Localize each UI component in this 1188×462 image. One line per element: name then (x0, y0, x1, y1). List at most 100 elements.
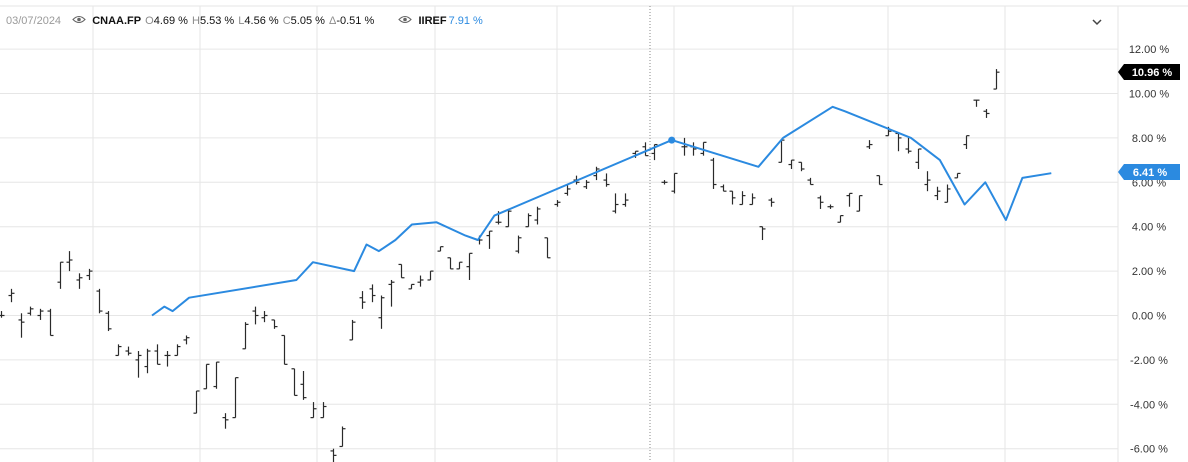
ohlc-bar (515, 235, 522, 254)
ohlc-bar (300, 371, 307, 400)
ohlc-bar (417, 275, 424, 287)
ohlc-bar (827, 204, 834, 209)
legend-open-value: 4.69 % (153, 15, 188, 28)
ohlc-bar (261, 311, 268, 323)
ohlc-bar (895, 132, 902, 152)
ohlc-bar (115, 344, 122, 357)
ohlc-bar (534, 206, 541, 225)
ohlc-bar (456, 261, 463, 270)
ohlc-bar (612, 193, 619, 214)
ohlc-bar (690, 142, 697, 156)
ohlc-bar (642, 142, 649, 157)
ohlc-bar (437, 246, 444, 252)
ohlc-bar (846, 192, 853, 207)
legend-main-symbol[interactable]: CNAA.FP (92, 15, 142, 28)
legend-compare-symbol[interactable]: IIREF (418, 15, 447, 28)
ohlc-bar (554, 200, 561, 207)
legend-open-key: O (145, 15, 154, 28)
ohlc-bar (817, 195, 824, 209)
ohlc-bar (866, 140, 873, 149)
y-tick-label: 2.00 % (1132, 266, 1166, 278)
ohlc-bar (213, 361, 220, 389)
ohlc-bar (720, 184, 727, 192)
ohlc-bar (671, 172, 678, 194)
ohlc-bar (486, 230, 493, 249)
ohlc-bar (398, 263, 405, 279)
ohlc-bar (427, 270, 434, 281)
ohlc-bar (924, 171, 931, 192)
legend-close-key: C (282, 15, 291, 28)
ohlc-bar (973, 99, 980, 107)
ohlc-bar (788, 159, 795, 169)
ohlc-bar (661, 180, 668, 185)
y-tick-label: 6.00 % (1132, 177, 1166, 189)
ohlc-bar (310, 402, 317, 419)
ohlc-bar (222, 413, 229, 429)
y-tick-label: 12.00 % (1129, 44, 1170, 56)
ohlc-bar (18, 313, 25, 338)
ohlc-bar (8, 288, 15, 303)
ohlc-bar (203, 363, 210, 390)
y-tick-label: -4.00 % (1130, 399, 1168, 411)
ohlc-bar (544, 237, 551, 259)
ohlc-bar (76, 273, 83, 289)
ohlc-bar (183, 335, 190, 345)
legend-low-key: L (238, 15, 245, 28)
crosshair-point (668, 136, 676, 144)
ohlc-bar (193, 390, 200, 414)
compare-series (151, 105, 1052, 317)
ohlc-bar (807, 177, 814, 186)
ohlc-bar (993, 69, 1000, 90)
ohlc-bar (564, 184, 571, 196)
legend-delta-value: -0.51 % (336, 15, 375, 28)
compare-line (151, 105, 1052, 317)
eye-icon[interactable] (398, 15, 413, 27)
legend-close-value: 5.05 % (290, 15, 325, 28)
ohlc-bar (0, 311, 5, 318)
ohlc-bar (174, 344, 181, 357)
ohlc-bar (164, 351, 171, 367)
ohlc-bar (86, 268, 93, 280)
ohlc-bar (135, 351, 142, 378)
ohlc-bar (934, 186, 941, 201)
ohlc-bar (47, 308, 54, 337)
ohlc-bar (66, 251, 73, 272)
ohlc-bar (339, 426, 346, 448)
ohlc-bar (144, 348, 151, 374)
ohlc-series (0, 69, 1000, 462)
ohlc-bar (710, 157, 717, 189)
ohlc-bar (57, 261, 64, 289)
ohlc-bar (915, 148, 922, 169)
ohlc-bar (768, 197, 775, 207)
y-tick-label: 10.00 % (1129, 89, 1170, 101)
ohlc-bar (320, 402, 327, 419)
eye-icon[interactable] (72, 15, 86, 27)
ohlc-bar (954, 172, 961, 179)
ohlc-bar (983, 109, 990, 118)
y-axis: 12.00 % 10.00 % 8.00 % 6.00 % 4.00 % 2.00 % 0.… (1129, 44, 1170, 456)
grid (0, 5, 1188, 462)
y-tick-label: 8.00 % (1132, 133, 1166, 145)
ohlc-bar (505, 208, 512, 228)
ohlc-bar (759, 226, 766, 241)
ohlc-bar (856, 195, 863, 212)
ohlc-bar (349, 319, 356, 341)
ohlc-bar (798, 161, 805, 172)
ohlc-bar (252, 306, 259, 325)
y-tick-label: 0.00 % (1132, 311, 1166, 323)
last-value-compare-text: 6.41 % (1133, 167, 1167, 179)
ohlc-bar (603, 173, 610, 187)
ohlc-bar (622, 193, 629, 207)
chevron-down-icon[interactable] (1090, 15, 1104, 34)
legend-high-key: H (192, 15, 200, 28)
last-value-label-compare: 6.41 % (1118, 164, 1180, 180)
ohlc-bar (466, 252, 473, 280)
ohlc-bar (944, 184, 951, 203)
last-value-label-ohlc: 10.96 % (1118, 64, 1180, 80)
legend: 03/07/2024 CNAA.FP O4.69 % H5.53 % L4.56… (6, 15, 483, 27)
ohlc-bar (125, 346, 132, 356)
legend-compare-value: 7.91 % (448, 15, 483, 28)
ohlc-bar (447, 257, 454, 270)
legend-delta-key: Δ (328, 15, 337, 28)
